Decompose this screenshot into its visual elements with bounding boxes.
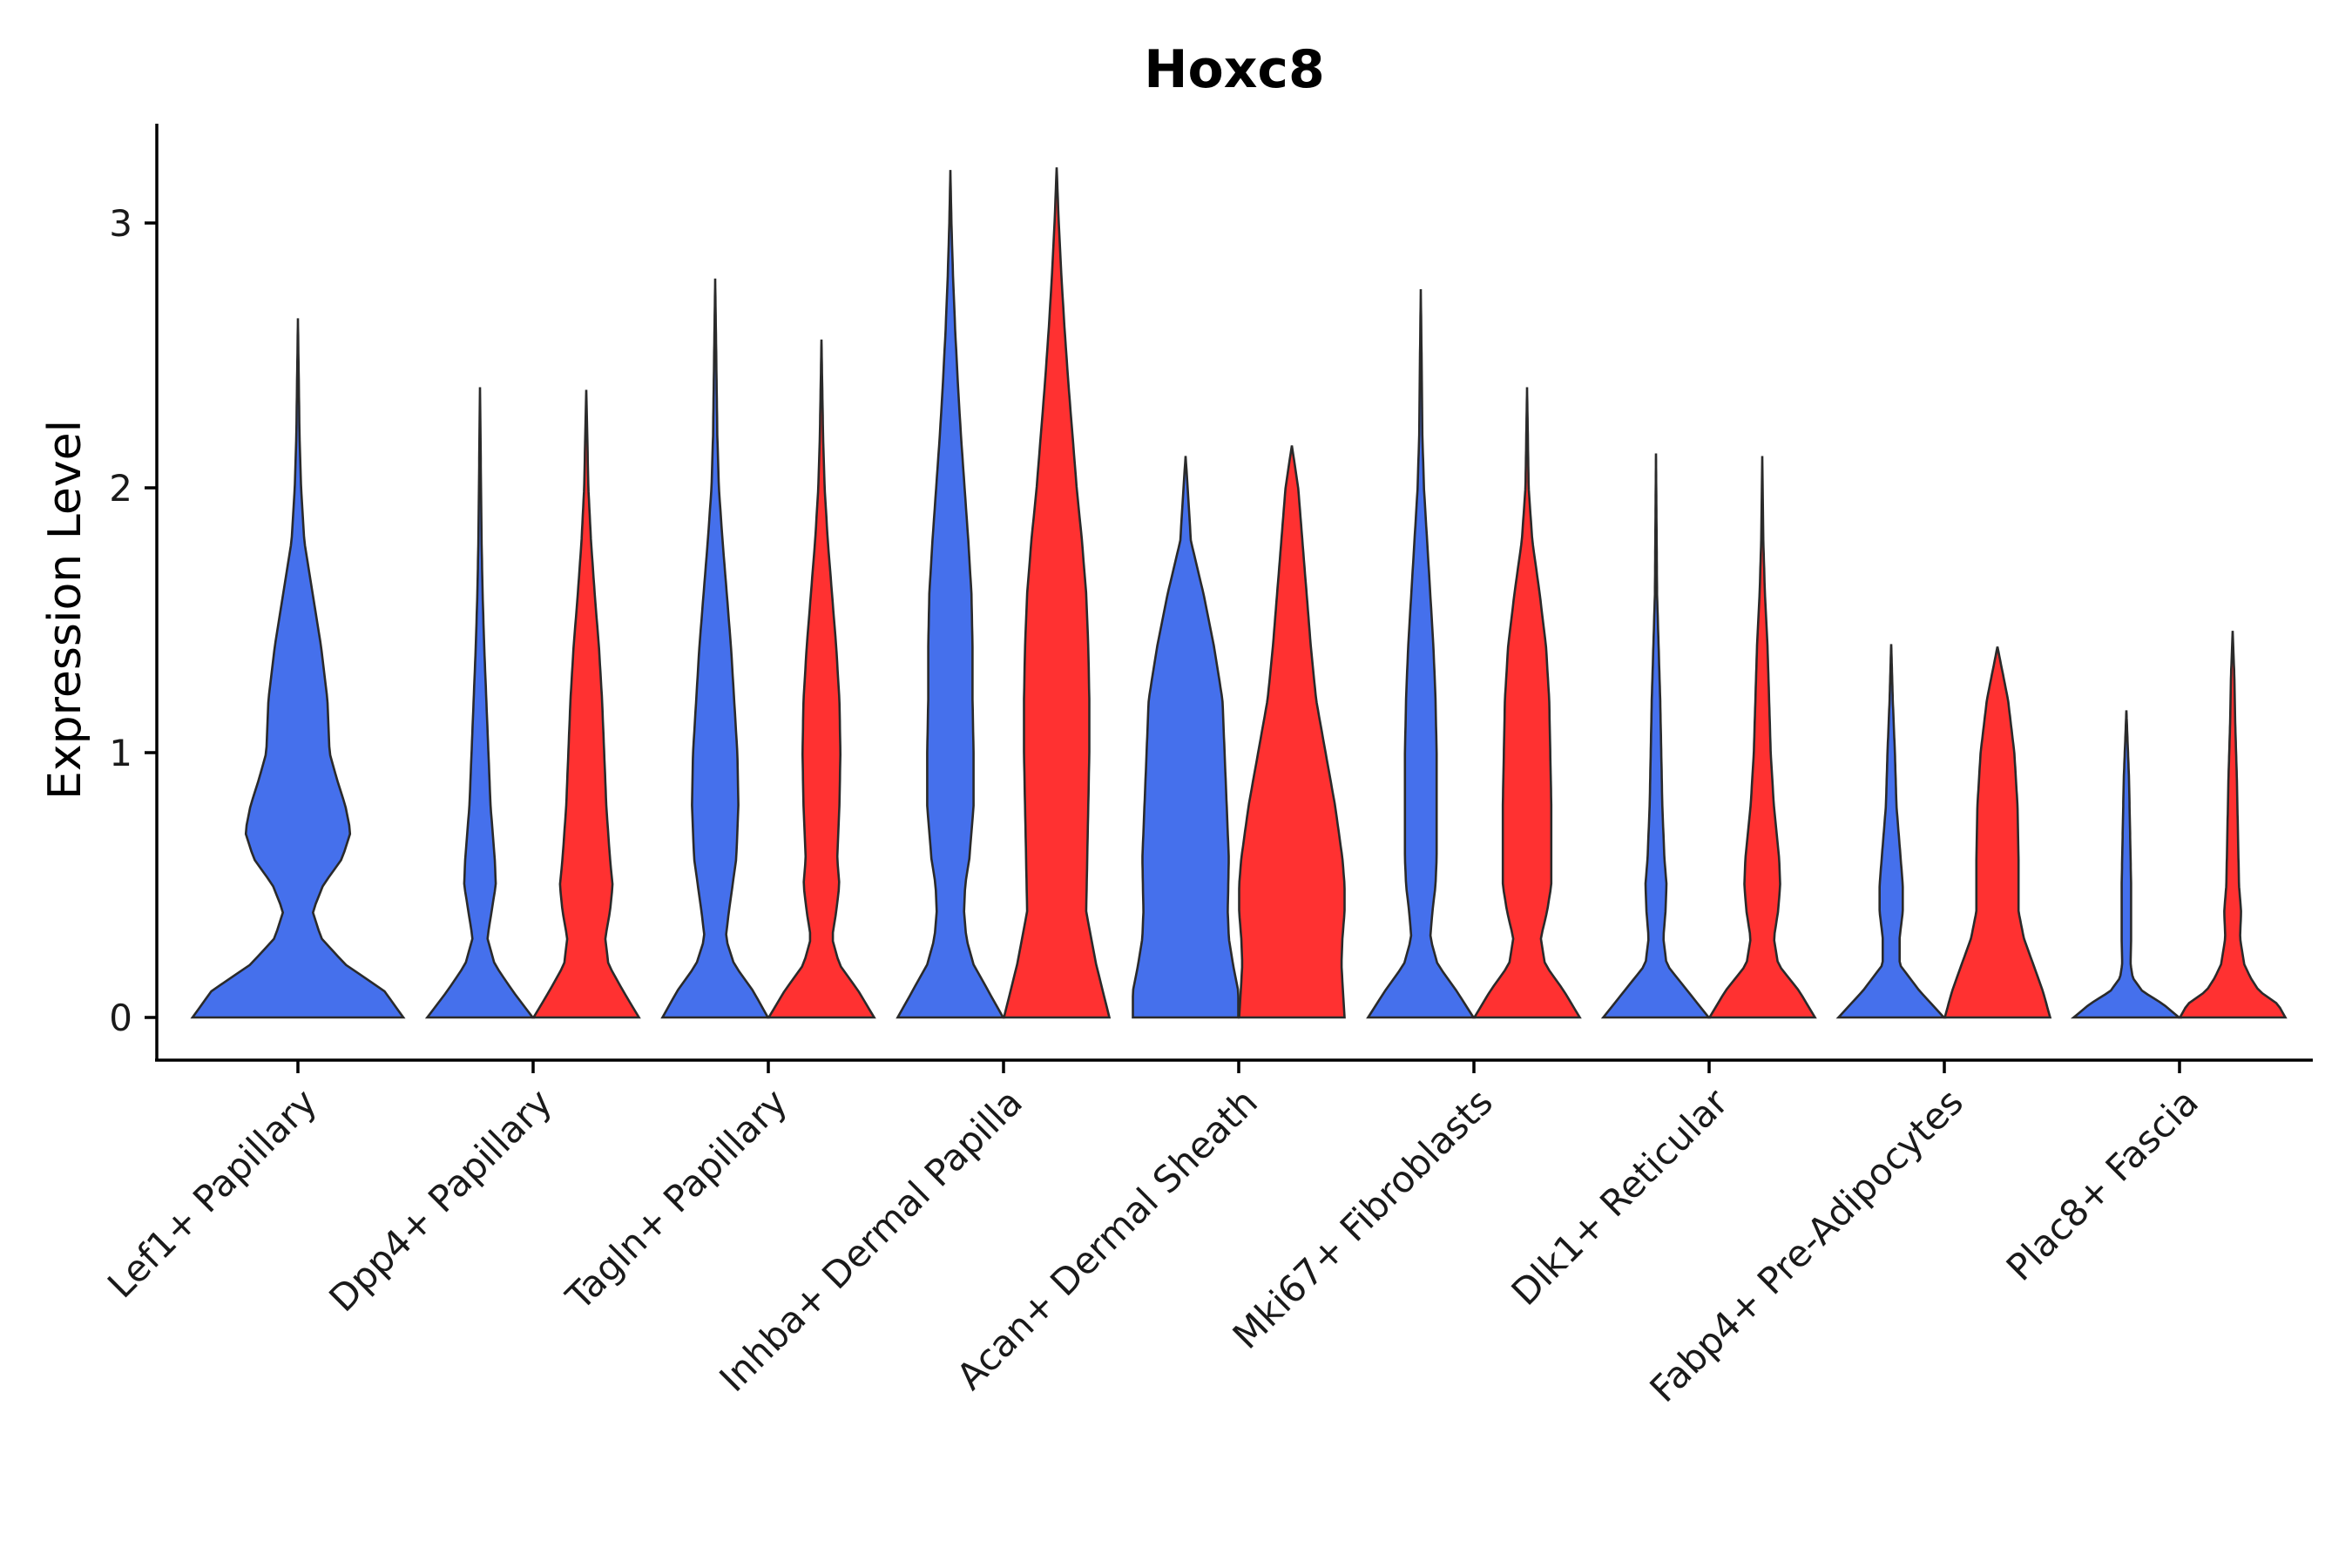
x-tick-label: Plac8+ Fascia [1998,1080,2207,1288]
violin-7-b [1707,456,1817,1019]
violin-5-b [1238,445,1346,1019]
x-tick-label: Lef1+ Papillary [99,1080,325,1306]
y-tick-label: 3 [109,202,132,245]
violin-8-b [1943,646,2052,1019]
y-tick-label: 0 [109,997,132,1039]
violin-7-a [1600,453,1712,1019]
violin-6-b [1472,387,1582,1019]
chart-title: Hoxc8 [1144,39,1324,100]
x-tick-label: Dlk1+ Reticular [1504,1080,1737,1314]
y-tick-label: 2 [109,467,132,510]
x-tick-label: Mki67+ Fibroblasts [1225,1080,1501,1356]
violin-4-a [896,170,1005,1019]
violin-2-b [531,389,641,1019]
violins-layer [190,167,2288,1019]
violin-3-a [660,278,770,1019]
x-tick-label: Tagln+ Papillary [558,1080,795,1318]
x-tick-label: Dpp4+ Papillary [321,1080,560,1320]
y-ticks-layer: 0 1 2 3 [109,202,157,1039]
violin-3-b [767,339,876,1019]
y-axis-title: Expression Level [39,420,91,800]
y-tick-label: 1 [109,732,132,774]
violin-9-b [2178,631,2288,1019]
violin-8-a [1835,644,1947,1019]
violin-9-a [2070,710,2183,1019]
violin-4-b [1002,167,1112,1019]
violin-6-a [1366,288,1476,1019]
violin-5-a [1132,456,1240,1019]
violin-2-a [424,387,536,1019]
violin-1-a [190,318,406,1019]
